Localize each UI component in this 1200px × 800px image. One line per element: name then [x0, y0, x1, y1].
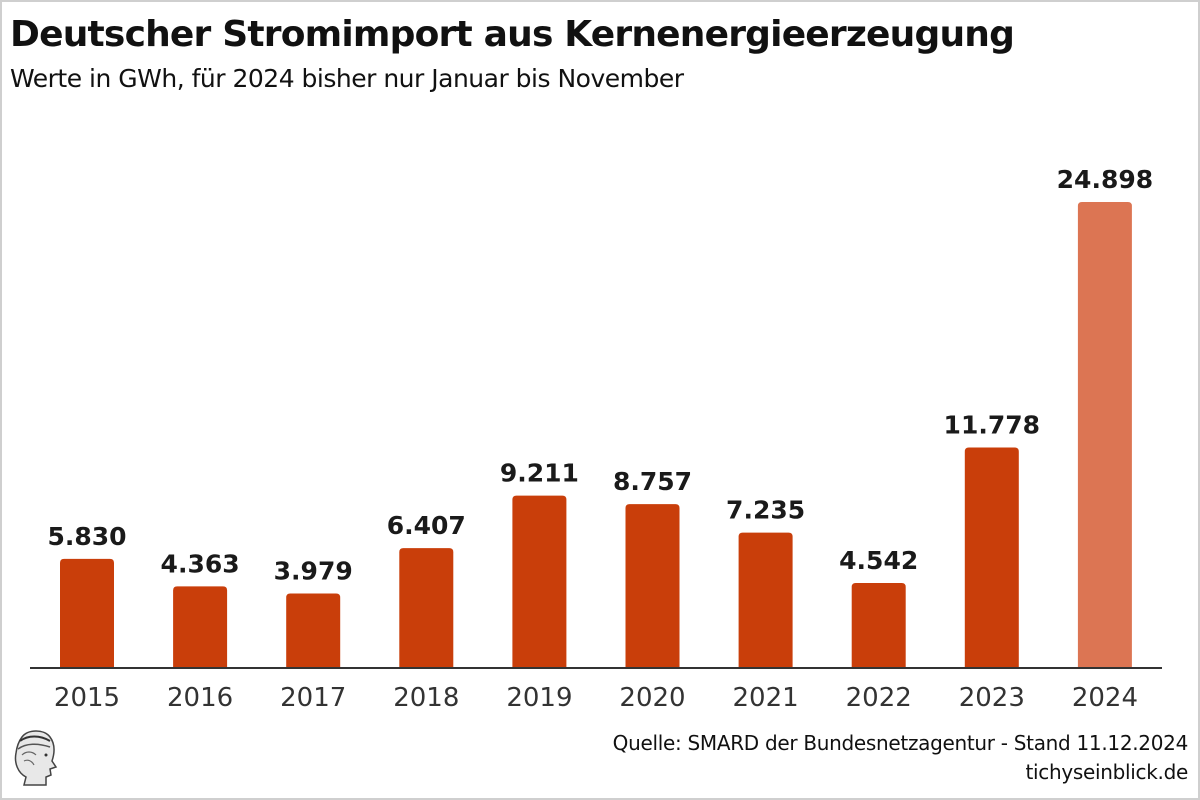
bar-2021	[738, 532, 793, 668]
x-tick-label-2019: 2019	[506, 683, 572, 713]
x-tick-label-2021: 2021	[733, 683, 799, 713]
value-label-2024: 24.898	[1057, 165, 1153, 194]
bar-2017	[286, 593, 341, 668]
value-label-2022: 4.542	[839, 546, 918, 575]
chart-subtitle: Werte in GWh, für 2024 bisher nur Januar…	[10, 64, 684, 93]
x-tick-label-2018: 2018	[393, 683, 459, 713]
bar-2020	[625, 504, 680, 668]
x-tick-label-2015: 2015	[54, 683, 120, 713]
x-tick-labels-group: 2015 2016 2017 2018 2019 2020 2021 2022 2023 2024	[54, 683, 1138, 713]
x-tick-label-2016: 2016	[167, 683, 233, 713]
bars-group	[60, 202, 1132, 668]
x-tick-label-2022: 2022	[846, 683, 912, 713]
value-label-2020: 8.757	[613, 467, 692, 496]
x-tick-label-2020: 2020	[619, 683, 685, 713]
value-label-2021: 7.235	[726, 496, 805, 525]
value-label-2015: 5.830	[47, 522, 126, 551]
x-tick-label-2017: 2017	[280, 683, 346, 713]
x-tick-label-2024: 2024	[1072, 683, 1138, 713]
value-label-2017: 3.979	[274, 557, 353, 586]
bar-chart: 5.830 4.363 3.979 6.407 9.211 8.757 7.235 4.542…	[30, 165, 1162, 713]
bar-2024	[1077, 202, 1132, 668]
bar-2018	[399, 548, 454, 668]
bar-2016	[173, 586, 228, 668]
value-label-2016: 4.363	[161, 549, 240, 578]
hermes-head-logo-icon	[14, 730, 58, 786]
site-credit: tichyseinblick.de	[1025, 760, 1188, 784]
chart-title: Deutscher Stromimport aus Kernenergieerz…	[10, 14, 1015, 55]
value-label-2018: 6.407	[387, 511, 466, 540]
bar-2022	[851, 582, 906, 668]
bar-2019	[512, 495, 567, 668]
value-label-2019: 9.211	[500, 459, 579, 488]
x-tick-label-2023: 2023	[959, 683, 1025, 713]
value-label-2023: 11.778	[944, 411, 1040, 440]
value-labels-group: 5.830 4.363 3.979 6.407 9.211 8.757 7.235 4.542…	[47, 165, 1153, 586]
source-note: Quelle: SMARD der Bundesnetzagentur - St…	[612, 731, 1189, 755]
bar-2015	[60, 558, 114, 668]
bar-2023	[964, 447, 1019, 668]
